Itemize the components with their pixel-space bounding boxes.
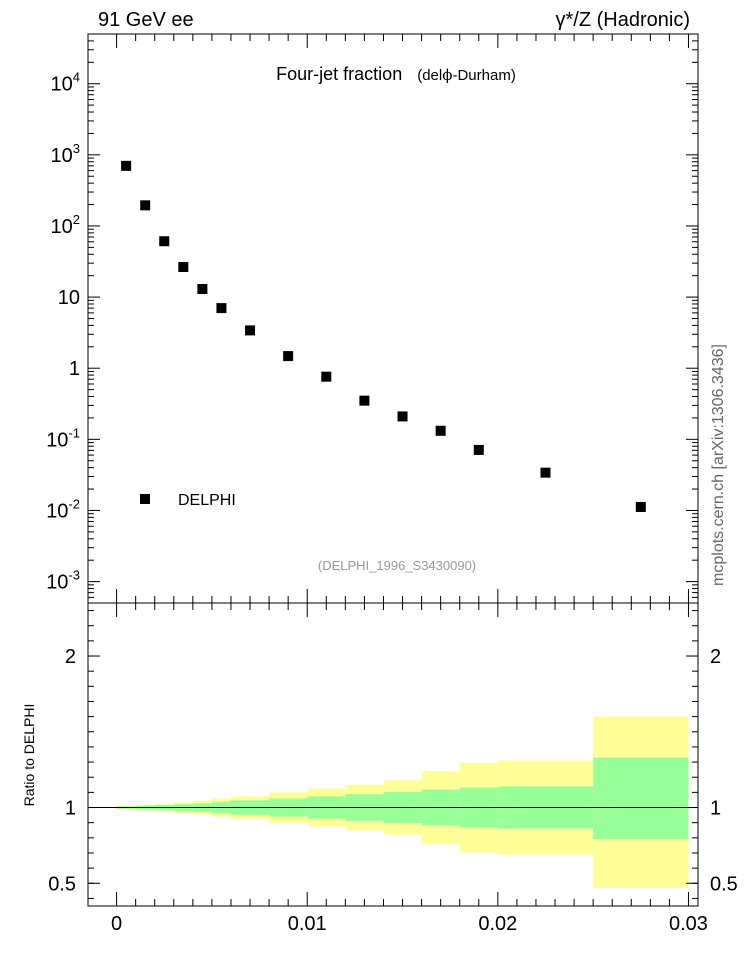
ratio-y-tick-label-right-0: 0.5 [710, 873, 738, 895]
chart-subtitle-symbol: ϕ [442, 66, 452, 84]
chart-subtitle-prefix: del [422, 67, 442, 84]
data-point-0-9 [359, 395, 370, 406]
y-tick-label-4: 10 [58, 287, 80, 309]
main-axes-layer: 10-3 10-2 10-1 1 10 102 103 104 [46, 34, 698, 603]
main-marks-layer [121, 160, 646, 512]
y-tick-label-7: 104 [51, 70, 80, 96]
header-right-label: γ*/Z (Hadronic) [556, 9, 690, 31]
ratio-bands-layer [116, 716, 689, 888]
watermark-label: (DELPHI_1996_S3430090) [318, 558, 476, 573]
ratio-y-tick-label-left-2: 2 [65, 646, 76, 668]
data-point-0-5 [216, 303, 227, 314]
data-point-0-0 [121, 160, 132, 171]
legend-marker [140, 494, 150, 504]
data-point-0-6 [245, 325, 256, 336]
chart-title: Four-jet fraction (delϕ-Durham) [276, 64, 516, 84]
data-point-0-12 [473, 444, 484, 455]
ratio-y-axis-label: Ratio to DELPHI [21, 704, 37, 807]
ratio-y-tick-label-left-1: 1 [65, 798, 76, 820]
ratio-y-tick-label-left-0: 0.5 [48, 873, 76, 895]
ratio-panel-frame [87, 602, 699, 907]
data-point-0-3 [178, 261, 189, 272]
data-point-0-13 [540, 467, 551, 478]
ratio-y-tick-label-right-1: 1 [710, 798, 721, 820]
data-point-0-2 [159, 236, 170, 247]
data-point-0-4 [197, 283, 208, 294]
ratio-panel: 0.5 0.5 1 1 2 2 0 0.01 0.02 0.03 Ratio to DELPHI [21, 602, 738, 935]
data-point-0-7 [283, 351, 294, 362]
data-point-0-1 [140, 200, 151, 211]
side-source-label: mcplots.cern.ch [arXiv:1306.3436] [710, 344, 727, 586]
data-point-0-11 [435, 425, 446, 436]
y-tick-label-0: 10-3 [46, 568, 80, 594]
chart-title-main: Four-jet fraction [276, 64, 402, 84]
main-panel-frame [87, 33, 699, 604]
data-point-0-8 [321, 371, 332, 382]
y-tick-label-2: 10-1 [46, 425, 80, 451]
y-tick-label-3: 1 [69, 358, 80, 380]
data-point-0-14 [635, 501, 646, 512]
x-tick-label-0: 0 [111, 913, 122, 935]
data-point-0-10 [397, 411, 408, 422]
chart-subtitle-suffix: -Durham) [452, 67, 515, 84]
y-tick-label-5: 102 [51, 212, 80, 238]
y-tick-label-1: 10-2 [46, 496, 80, 522]
y-tick-label-6: 103 [51, 141, 80, 167]
ratio-y-tick-label-right-2: 2 [710, 646, 721, 668]
ratio-inner-band-14 [593, 757, 689, 840]
legend-label: DELPHI [178, 492, 236, 509]
header-left-label: 91 GeV ee [98, 9, 194, 31]
ratio-axes-layer: 0.5 0.5 1 1 2 2 0 0.01 0.02 0.03 [48, 603, 738, 935]
x-tick-label-1: 0.01 [288, 913, 327, 935]
main-panel: 10-3 10-2 10-1 1 10 102 103 104 Four-jet fracti… [46, 33, 699, 604]
x-tick-label-2: 0.02 [478, 913, 517, 935]
chart-subtitle-open: ( [417, 67, 422, 84]
x-tick-label-3: 0.03 [669, 913, 708, 935]
chart-subtitle: (delϕ-Durham) [417, 66, 516, 84]
